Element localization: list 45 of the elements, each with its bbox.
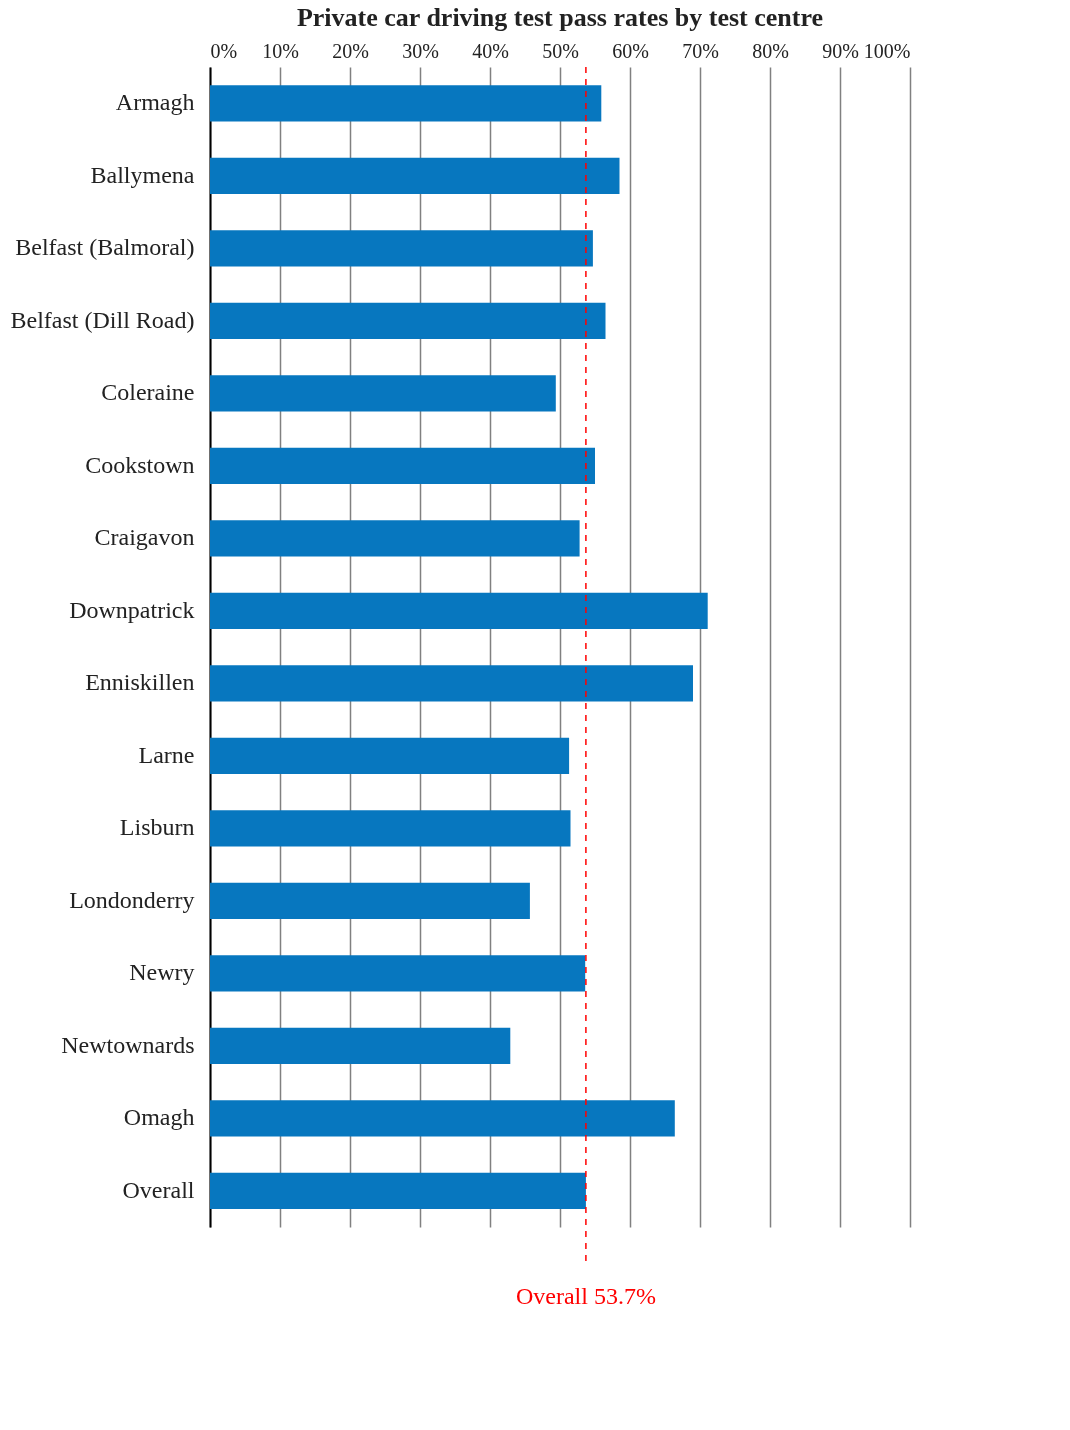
y-tick-label: Belfast (Balmoral): [15, 234, 195, 261]
x-tick-label: 40%: [472, 39, 509, 62]
y-tick-label: Overall: [122, 1176, 195, 1203]
bar: [210, 737, 570, 774]
bar: [210, 1100, 675, 1137]
y-tick-label: Cookstown: [85, 451, 195, 478]
bar: [210, 1027, 511, 1064]
bar: [210, 1172, 586, 1209]
bar: [210, 955, 586, 992]
y-tick-label: Downpatrick: [69, 596, 195, 623]
x-tick-label: 90%: [822, 39, 859, 62]
y-tick-label: Lisburn: [119, 814, 195, 841]
bar: [210, 665, 693, 702]
bar: [210, 447, 595, 484]
bar: [210, 85, 602, 122]
bar: [210, 157, 620, 194]
x-tick-label: 80%: [752, 39, 789, 62]
y-tick-label: Newry: [129, 959, 195, 986]
y-tick-label: Newtownards: [61, 1031, 195, 1058]
bar: [210, 882, 530, 919]
chart-title: Private car driving test pass rates by test centre: [296, 3, 824, 32]
y-tick-label: Ballymena: [90, 161, 195, 188]
x-tick-label: 60%: [612, 39, 649, 62]
bar: [210, 592, 708, 629]
bar: [210, 230, 593, 267]
y-tick-label: Coleraine: [101, 379, 195, 406]
y-tick-label: Enniskillen: [85, 669, 195, 696]
y-tick-label: Armagh: [115, 89, 195, 116]
y-tick-label: Omagh: [123, 1104, 195, 1131]
x-tick-label: 30%: [402, 39, 439, 62]
bar: [210, 375, 556, 412]
y-tick-label: Craigavon: [94, 524, 195, 551]
x-tick-label: 50%: [542, 39, 579, 62]
y-tick-label: Londonderry: [69, 886, 195, 913]
y-tick-label: Larne: [138, 741, 195, 768]
bar: [210, 810, 571, 847]
x-tick-label: 100%: [863, 39, 911, 62]
bar: [210, 302, 606, 339]
x-tick-label: 70%: [682, 39, 719, 62]
x-tick-label: 10%: [262, 39, 299, 62]
ref-line-label: Overall 53.7%: [515, 1283, 656, 1309]
x-tick-label: 20%: [332, 39, 369, 62]
x-tick-label: 0%: [210, 39, 238, 62]
y-tick-label: Belfast (Dill Road): [10, 306, 195, 333]
bar: [210, 520, 580, 557]
